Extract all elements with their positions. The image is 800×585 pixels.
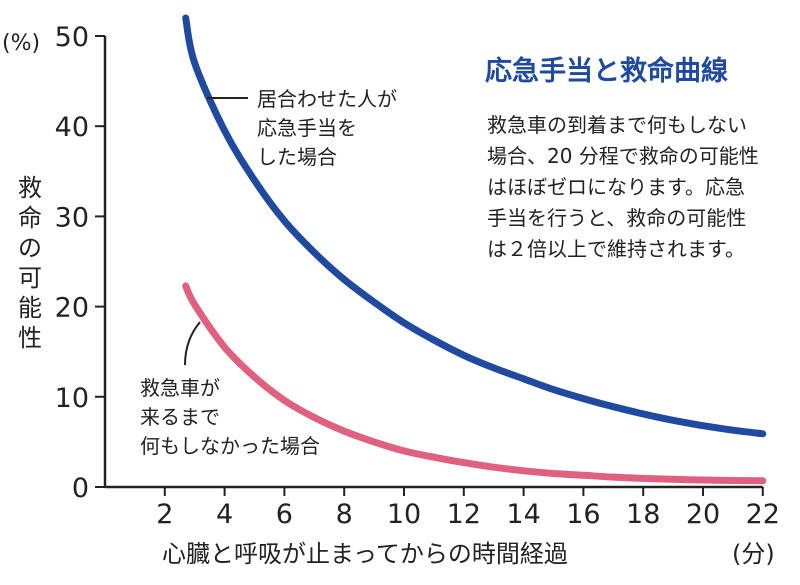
y-axis-title: 救命の可能性 bbox=[18, 174, 42, 352]
chart-description: 救急車の到着まで何もしない場合、20 分程で救命の可能性はほぼゼロになります。応… bbox=[487, 113, 759, 261]
x-tick-label: 18 bbox=[626, 499, 660, 530]
first-aid-series-label: 居合わせた人が応急手当をした場合 bbox=[257, 87, 397, 169]
x-tick-label: 8 bbox=[336, 499, 353, 530]
x-tick-label: 16 bbox=[566, 499, 600, 530]
y-tick-label: 30 bbox=[55, 202, 89, 233]
no-aid-series-label: 救急車が来るまで何もしなかった場合 bbox=[140, 376, 320, 458]
x-tick-label: 22 bbox=[746, 499, 780, 530]
no-aid-curve bbox=[182, 282, 767, 485]
x-tick-label: 10 bbox=[387, 499, 421, 530]
y-tick-label: 40 bbox=[55, 112, 89, 143]
x-tick-label: 4 bbox=[216, 499, 233, 530]
x-tick-label: 14 bbox=[506, 499, 540, 530]
no-aid-leader-line bbox=[184, 321, 201, 366]
curves bbox=[182, 14, 767, 485]
x-tick-label: 2 bbox=[156, 499, 173, 530]
labels: (%) 救命の可能性 心臓と呼吸が止まってからの時間経過 (分) 応急手当と救命… bbox=[2, 31, 775, 568]
x-tick-label: 20 bbox=[686, 499, 720, 530]
y-tick-label: 0 bbox=[72, 473, 89, 504]
y-tick-label: 10 bbox=[55, 383, 89, 414]
x-axis-title: 心臓と呼吸が止まってからの時間経過 bbox=[162, 540, 568, 568]
chart-title: 応急手当と救命曲線 bbox=[485, 55, 728, 87]
axes: 2 4 6 8 10 12 14 16 18 20 22 0 10 20 30 40 50 bbox=[55, 22, 780, 530]
x-tick-label: 12 bbox=[447, 499, 481, 530]
x-tick-label: 6 bbox=[276, 499, 293, 530]
y-unit-label: (%) bbox=[2, 31, 40, 56]
y-tick-label: 20 bbox=[55, 293, 89, 324]
y-tick-label: 50 bbox=[55, 22, 89, 53]
first-aid-curve bbox=[182, 14, 767, 438]
x-unit-label: (分) bbox=[732, 540, 775, 568]
